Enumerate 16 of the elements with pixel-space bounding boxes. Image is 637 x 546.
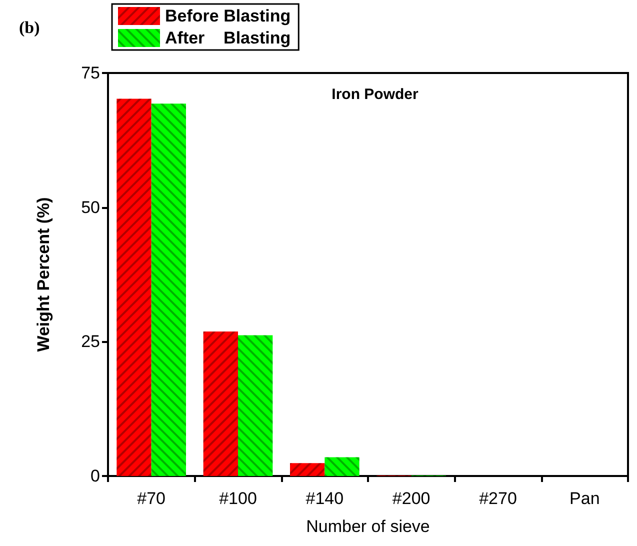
y-tick-label: 75 (81, 64, 100, 82)
x-axis-title: Number of sieve (306, 517, 430, 536)
x-tick-label: #270 (479, 489, 517, 508)
y-tick-label: 50 (81, 198, 100, 217)
legend-label: After Blasting (165, 28, 291, 48)
y-tick-label: 0 (90, 466, 100, 486)
x-tick-label: #140 (306, 489, 344, 508)
x-tick-label: #200 (392, 489, 430, 508)
legend-label: Before Blasting (165, 6, 291, 26)
text: Iron Powder (332, 86, 418, 103)
x-tick-label: #100 (219, 489, 257, 508)
text: (b) (19, 18, 40, 37)
y-axis-title: Weight Percent (%) (34, 197, 53, 352)
y-tick-label: 25 (81, 332, 100, 352)
x-tick-label: Pan (570, 489, 600, 508)
x-tick-label: #70 (137, 489, 166, 508)
